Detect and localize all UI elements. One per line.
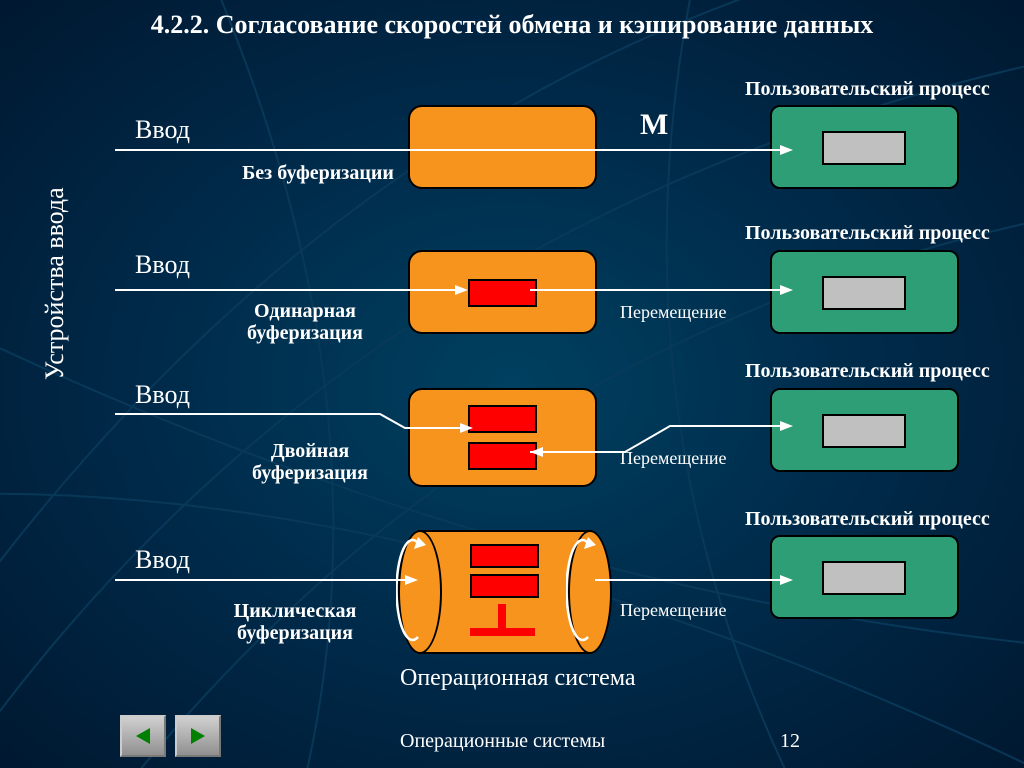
arrow-row4-out	[595, 574, 795, 586]
caption-double: Двойная буферизация	[230, 440, 390, 484]
input-label-2: Ввод	[135, 250, 190, 280]
input-label-4: Ввод	[135, 545, 190, 575]
input-label-1: Ввод	[135, 115, 190, 145]
arrow-row2-out	[530, 284, 795, 296]
caption-none: Без буферизации	[238, 162, 398, 184]
input-label-3: Ввод	[135, 380, 190, 410]
cyl-right-arrow	[566, 535, 610, 647]
red-buffer-4a	[470, 544, 539, 568]
arrow-row4-in	[115, 574, 420, 586]
gray-buffer-3	[822, 414, 906, 448]
caption-cyclic: Циклическая буферизация	[200, 600, 390, 644]
arrow-row3-in	[115, 408, 475, 438]
y-axis-label: Устройства ввода	[40, 187, 70, 380]
gray-buffer-2	[822, 276, 906, 310]
arrow-right-icon	[187, 725, 209, 747]
letter-m: M	[640, 108, 668, 142]
green-box-3	[770, 388, 959, 472]
user-proc-3: Пользовательский процесс	[745, 360, 990, 383]
caption-single: Одинарная буферизация	[210, 300, 400, 344]
os-label: Операционная система	[400, 665, 636, 692]
user-proc-1: Пользовательский процесс	[745, 78, 990, 101]
cyl-left-arrow	[396, 535, 440, 647]
red-buffer-4b	[470, 574, 539, 598]
footer-page: 12	[780, 730, 800, 753]
red-base	[470, 628, 535, 636]
arrow-left-icon	[132, 725, 154, 747]
next-button[interactable]	[175, 715, 221, 757]
red-buffer-3b	[468, 442, 537, 470]
arrow-row3-out	[530, 420, 795, 460]
green-box-1	[770, 105, 959, 189]
user-proc-2: Пользовательский процесс	[745, 222, 990, 245]
arrow-row1	[115, 144, 795, 156]
green-box-4	[770, 535, 959, 619]
arrow-row2-in	[115, 284, 470, 296]
gray-buffer-4	[822, 561, 906, 595]
slide-title: 4.2.2. Согласование скоростей обмена и к…	[0, 8, 1024, 42]
move-label-4: Перемещение	[620, 600, 726, 621]
footer-center: Операционные системы	[400, 730, 605, 753]
red-buffer-2	[468, 279, 537, 307]
green-box-2	[770, 250, 959, 334]
user-proc-4: Пользовательский процесс	[745, 508, 990, 531]
red-buffer-3a	[468, 405, 537, 433]
prev-button[interactable]	[120, 715, 166, 757]
move-label-2: Перемещение	[620, 302, 726, 323]
gray-buffer-1	[822, 131, 906, 165]
